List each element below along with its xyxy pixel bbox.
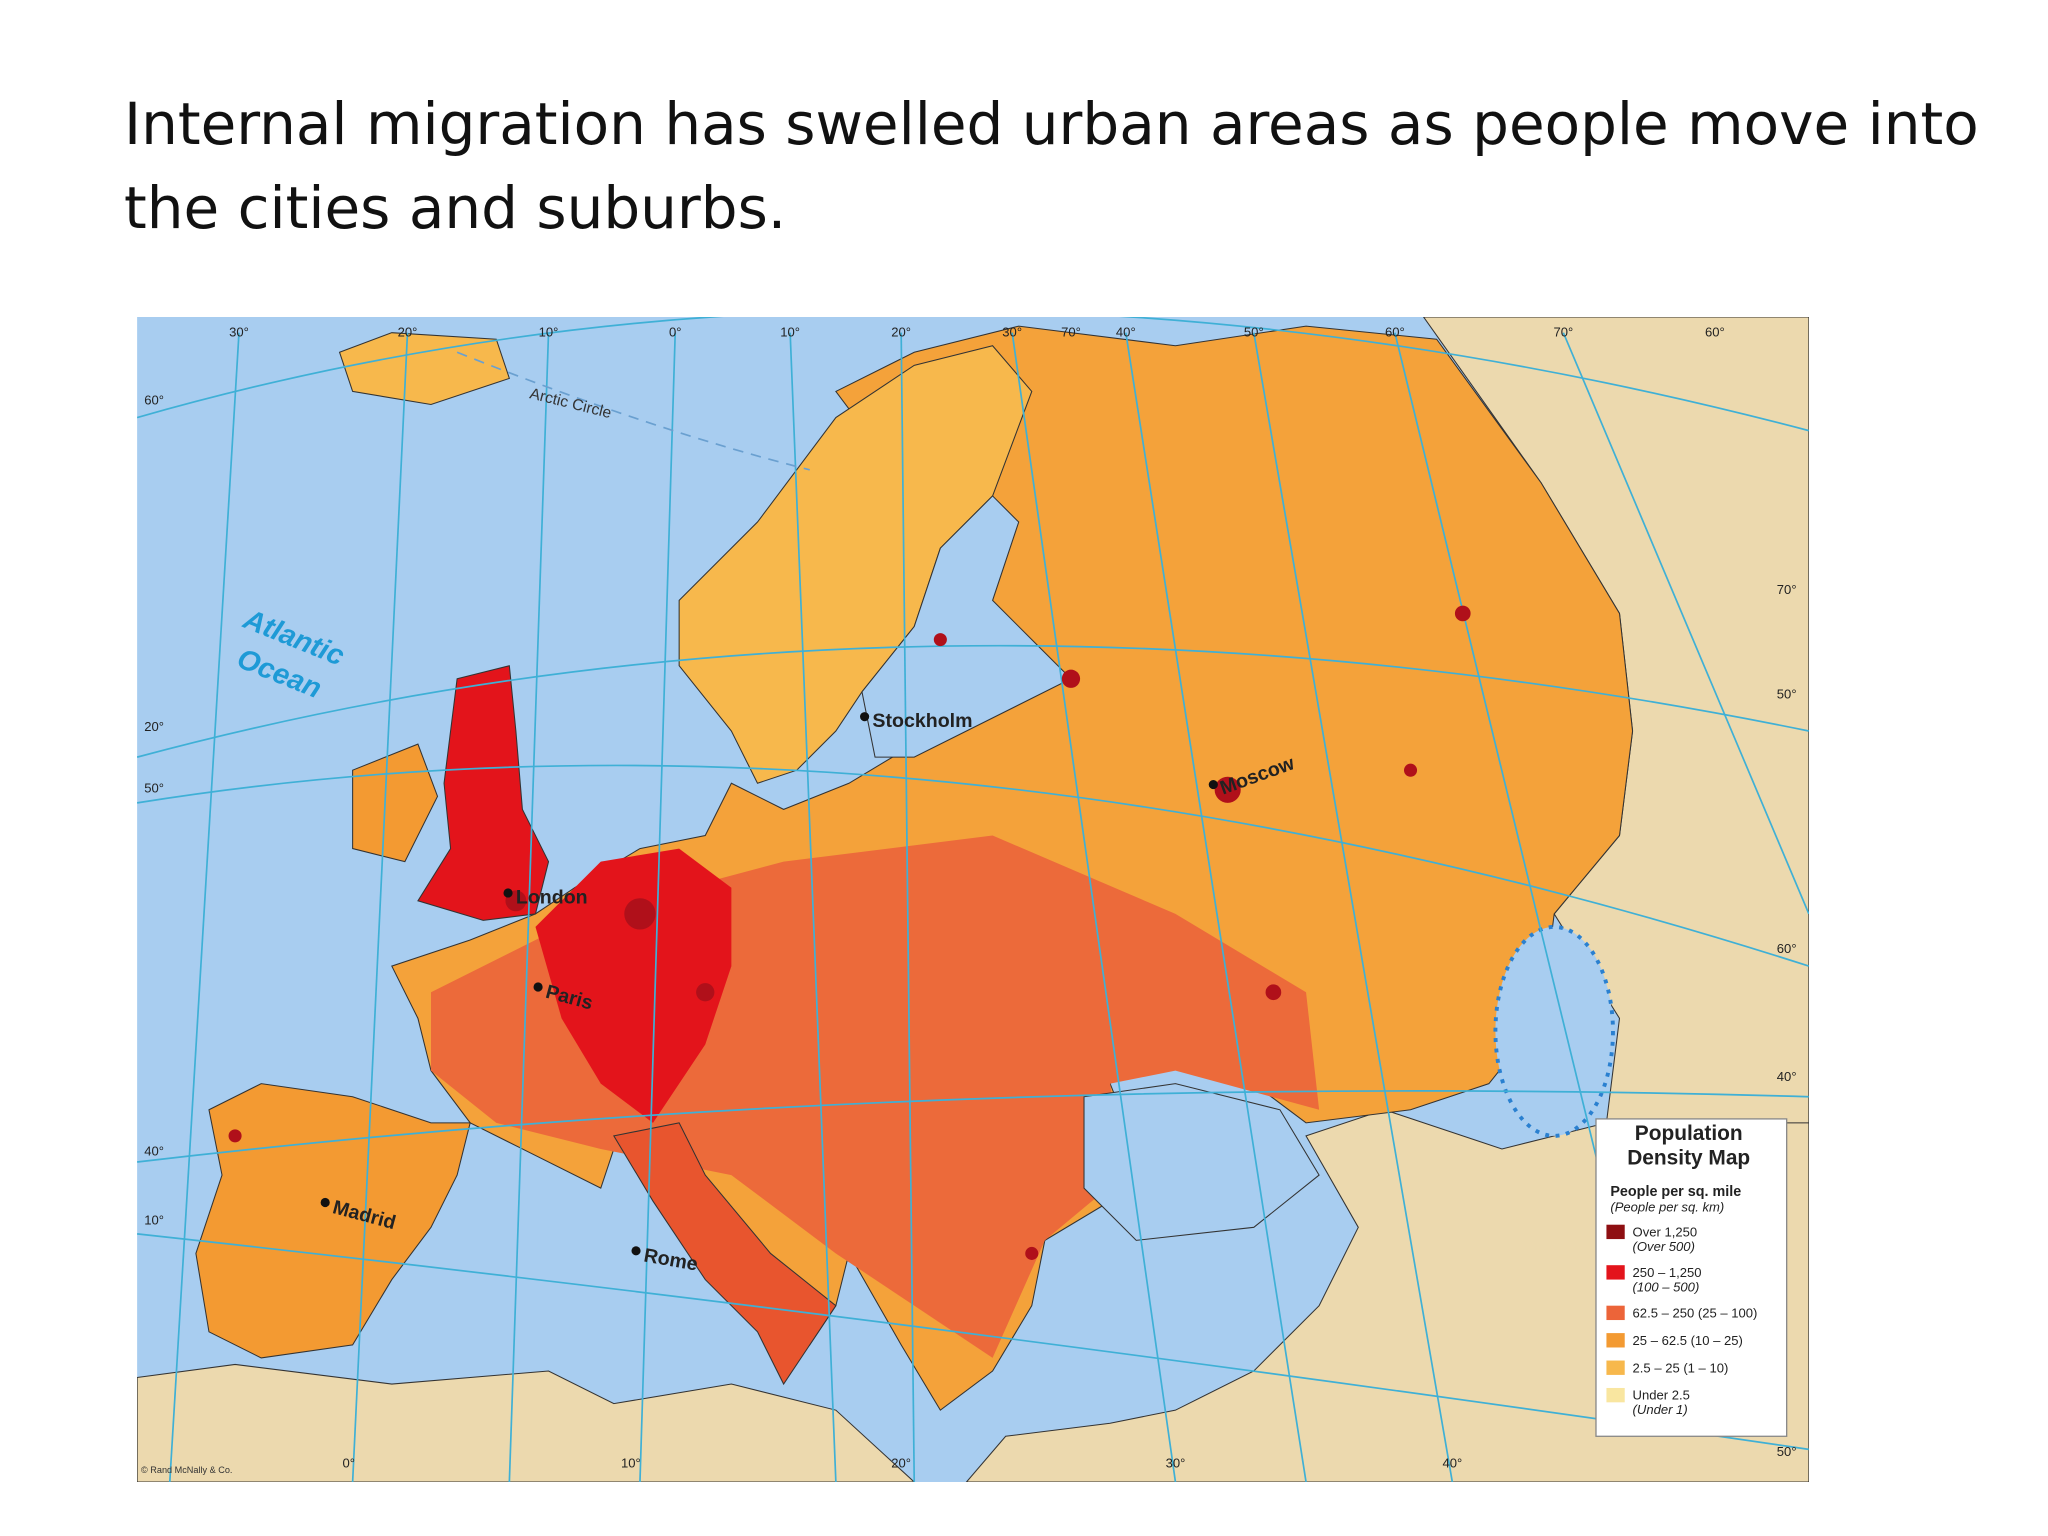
legend-swatch (1606, 1224, 1625, 1240)
graticule (137, 317, 1809, 1482)
graticule-label: 20° (398, 325, 418, 340)
legend-unit-alt: (People per sq. km) (1610, 1200, 1724, 1215)
legend-label: 25 – 62.5 (10 – 25) (1633, 1333, 1743, 1348)
graticule-label: 30° (1166, 1456, 1186, 1471)
legend-label: 62.5 – 250 (25 – 100) (1633, 1305, 1758, 1320)
legend-swatch (1606, 1333, 1625, 1348)
city-label: London (516, 886, 588, 908)
legend-title: Density Map (1627, 1147, 1750, 1170)
graticule-label: 10° (621, 1456, 641, 1471)
city-label: Stockholm (872, 710, 972, 732)
legend-label: Under 2.5 (1633, 1388, 1690, 1403)
city-dot (1208, 779, 1218, 790)
graticule-label: 50° (1244, 325, 1264, 340)
city-dot (631, 1246, 641, 1256)
legend-title: Population (1635, 1122, 1743, 1145)
legend-label: 250 – 1,250 (1633, 1265, 1702, 1280)
legend-sublabel: (Under 1) (1633, 1402, 1688, 1417)
credit: © Rand McNally & Co. (141, 1465, 232, 1475)
graticule-label: 20° (891, 325, 911, 340)
city-dot (533, 982, 543, 992)
graticule-label: 40° (144, 1143, 164, 1158)
graticule-label: 30° (1002, 325, 1022, 340)
graticule-label: 50° (1777, 686, 1797, 701)
graticule-label: 10° (144, 1213, 164, 1228)
graticule-label: 40° (1442, 1456, 1462, 1471)
legend-box (1595, 1118, 1788, 1437)
graticule-label: 20° (144, 719, 164, 734)
graticule-label: 60° (1385, 325, 1405, 340)
graticule-label: 70° (1777, 582, 1797, 597)
graticule-label: 0° (669, 325, 681, 340)
graticule-label: 40° (1777, 1069, 1797, 1084)
graticule-label: 20° (891, 1456, 911, 1471)
city-dot (503, 888, 513, 898)
city-dot (860, 712, 870, 722)
legend-swatch (1606, 1387, 1625, 1403)
legend-sublabel: (Over 500) (1633, 1239, 1695, 1254)
legend-swatch (1606, 1305, 1625, 1321)
legend-label: 2.5 – 25 (1 – 10) (1633, 1360, 1729, 1375)
graticule-label: 40° (1116, 325, 1136, 340)
graticule-label: 70° (1553, 325, 1573, 340)
legend-swatch (1606, 1265, 1625, 1280)
legend-swatch (1606, 1360, 1625, 1375)
graticule-label: 0° (342, 1456, 354, 1471)
legend-sublabel: (100 – 500) (1633, 1279, 1700, 1294)
graticule-label: 70° (1061, 325, 1081, 340)
graticule-label: 30° (229, 325, 249, 340)
graticule-label: 50° (144, 780, 164, 795)
graticule-label: 60° (1705, 325, 1725, 340)
graticule-label: 10° (780, 325, 800, 340)
land (137, 317, 1809, 1482)
map: Arctic CircleAtlanticOceanStockholmMosco… (137, 317, 1809, 1482)
graticule-label: 60° (144, 393, 164, 408)
slide-title: Internal migration has swelled urban are… (124, 90, 1979, 242)
legend-unit: People per sq. mile (1610, 1184, 1741, 1200)
urban-dots (228, 605, 1471, 1260)
graticule-label: 50° (1777, 1444, 1797, 1459)
graticule-label: 60° (1777, 941, 1797, 956)
legend-label: Over 1,250 (1633, 1224, 1698, 1239)
city-dot (320, 1197, 330, 1208)
graticule-label: 10° (539, 325, 559, 340)
